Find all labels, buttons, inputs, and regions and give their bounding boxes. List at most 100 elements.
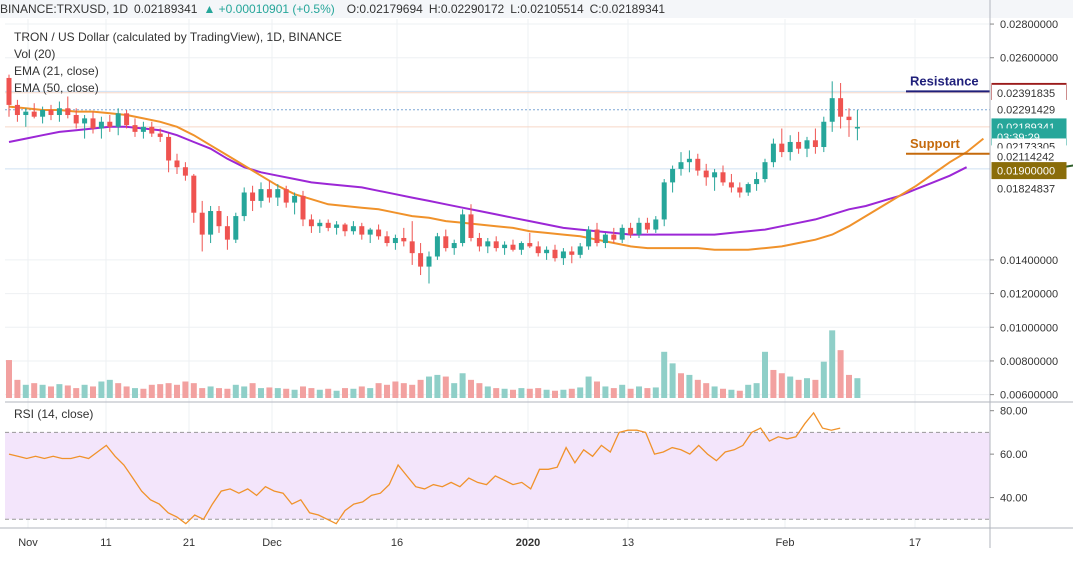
candle bbox=[476, 232, 482, 252]
volume-bar bbox=[358, 386, 365, 398]
volume-bar bbox=[249, 383, 256, 398]
candle-body bbox=[787, 141, 793, 153]
candle-body bbox=[594, 229, 600, 244]
candle-body bbox=[132, 125, 138, 132]
volume-bar bbox=[669, 363, 676, 398]
last-price: 0.02189341 bbox=[134, 2, 198, 16]
candle bbox=[838, 83, 844, 129]
candle-body bbox=[779, 143, 785, 153]
candle-body bbox=[468, 214, 474, 238]
candle-body bbox=[619, 227, 625, 240]
candle-body bbox=[376, 229, 382, 237]
candle-body bbox=[678, 162, 684, 169]
candle-body bbox=[804, 140, 810, 149]
candle bbox=[124, 109, 130, 129]
candle bbox=[796, 131, 802, 154]
price-tick-label: 0.02600000 bbox=[1000, 53, 1058, 65]
price-tag-box bbox=[992, 84, 1066, 101]
volume-bar bbox=[123, 386, 130, 398]
candle bbox=[401, 227, 407, 247]
rsi-line bbox=[8, 411, 841, 525]
volume-bar bbox=[216, 388, 222, 398]
rsi-tick-label: 80.00 bbox=[1000, 406, 1028, 418]
ema21-line bbox=[8, 105, 985, 251]
close-value: C:0.02189341 bbox=[589, 2, 666, 16]
candle bbox=[367, 227, 373, 244]
candle-body bbox=[216, 211, 222, 227]
legend-ema50[interactable]: EMA (50, close) bbox=[14, 81, 99, 95]
candle bbox=[392, 234, 398, 250]
candle-body bbox=[14, 104, 20, 116]
candle-body bbox=[65, 108, 71, 116]
volume-bar bbox=[501, 388, 508, 398]
candle-body bbox=[401, 237, 407, 242]
candle bbox=[233, 212, 239, 244]
volume-bar bbox=[627, 388, 634, 398]
candle bbox=[728, 173, 734, 193]
candle-body bbox=[838, 98, 844, 117]
candle-body bbox=[560, 251, 566, 259]
volume-bar bbox=[417, 379, 424, 398]
legend-volume[interactable]: Vol (20) bbox=[14, 47, 56, 61]
candle-body bbox=[703, 170, 709, 178]
candle bbox=[90, 111, 96, 134]
candle bbox=[502, 241, 508, 255]
candle bbox=[140, 121, 146, 139]
candle bbox=[628, 222, 634, 238]
candle-body bbox=[359, 226, 365, 235]
ema50-line bbox=[8, 125, 968, 236]
candle bbox=[384, 231, 390, 247]
candle-body bbox=[846, 116, 852, 121]
candle bbox=[292, 192, 298, 215]
candle bbox=[359, 222, 365, 240]
candle bbox=[65, 96, 71, 119]
legend-ema21[interactable]: EMA (21, close) bbox=[14, 64, 99, 78]
candle bbox=[762, 158, 768, 183]
volume-bar bbox=[535, 388, 542, 398]
symbol-name[interactable]: BINANCE:TRXUSD, 1D bbox=[0, 2, 129, 16]
volume-bar bbox=[64, 385, 71, 398]
time-axis-label: Nov bbox=[18, 537, 38, 549]
volume-bar bbox=[711, 386, 718, 398]
open-value: O:0.02179694 bbox=[346, 2, 423, 16]
volume-bar bbox=[232, 384, 239, 398]
legend-rsi[interactable]: RSI (14, close) bbox=[14, 407, 94, 421]
volume-bar bbox=[610, 388, 617, 398]
price-tag-label: 0.02291429 bbox=[997, 105, 1055, 117]
candle-body bbox=[73, 115, 79, 124]
candle bbox=[317, 219, 323, 233]
candle-body bbox=[90, 118, 96, 129]
volume-bar bbox=[333, 390, 340, 398]
candle bbox=[703, 163, 709, 186]
time-axis-label: 17 bbox=[909, 537, 921, 549]
candle-body bbox=[191, 175, 197, 213]
candle bbox=[224, 216, 230, 250]
candle-body bbox=[754, 179, 760, 185]
candle-body bbox=[199, 212, 205, 235]
candle-body bbox=[796, 141, 802, 149]
candle bbox=[182, 162, 188, 181]
volume-bar bbox=[31, 383, 38, 398]
volume-bar bbox=[106, 379, 113, 398]
volume-bar bbox=[728, 389, 735, 398]
volume-bar bbox=[325, 388, 332, 398]
volume-bar bbox=[258, 388, 264, 398]
volume-bar bbox=[350, 388, 357, 398]
time-axis-label: 16 bbox=[391, 537, 403, 549]
volume-bar bbox=[22, 384, 29, 398]
volume-bar bbox=[451, 383, 458, 398]
candle-body bbox=[737, 187, 743, 193]
candle bbox=[821, 116, 827, 153]
price-tick-label: 0.02800000 bbox=[1000, 19, 1058, 31]
candle-body bbox=[418, 253, 424, 267]
candle bbox=[82, 115, 88, 139]
candle bbox=[493, 236, 499, 252]
candle-body bbox=[762, 162, 768, 180]
candle bbox=[31, 103, 37, 119]
candle-body bbox=[40, 109, 46, 117]
volume-bar bbox=[39, 384, 46, 398]
volume-bar bbox=[619, 384, 626, 398]
candle-body bbox=[544, 249, 550, 254]
volume-bar bbox=[518, 388, 525, 398]
